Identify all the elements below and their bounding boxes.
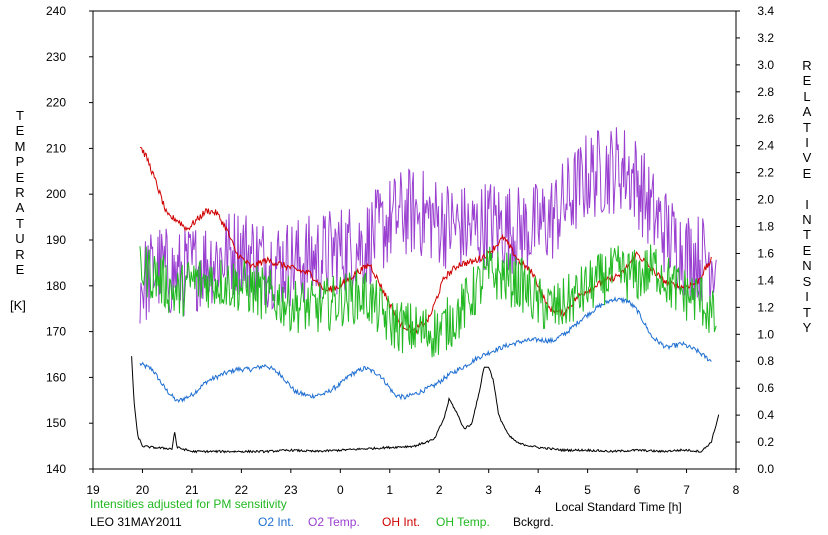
x-tick-label: 19 (86, 483, 100, 497)
series-line-o2-int (139, 296, 712, 404)
x-tick-label: 4 (535, 483, 542, 497)
x-tick-label: 22 (235, 483, 249, 497)
y-right-tick-label: 2.2 (757, 166, 774, 180)
y-left-tick-label: 240 (46, 4, 66, 18)
y-axis-left-unit: [K] (10, 298, 26, 313)
y-right-tick-label: 1.8 (757, 220, 774, 234)
y-right-tick-label: 1.2 (757, 300, 774, 314)
y-right-tick-label: 3.0 (757, 58, 774, 72)
y-left-tick-label: 200 (46, 187, 66, 201)
y-left-tick-label: 220 (46, 96, 66, 110)
y-right-tick-label: 0.6 (757, 381, 774, 395)
x-tick-label: 2 (436, 483, 443, 497)
y-right-tick-label: 1.0 (757, 327, 774, 341)
y-left-tick-label: 190 (46, 233, 66, 247)
x-tick-label: 6 (634, 483, 641, 497)
y-right-tick-label: 2.8 (757, 85, 774, 99)
y-right-tick-label: 2.0 (757, 193, 774, 207)
series-layer (131, 127, 720, 454)
y-left-tick-label: 150 (46, 416, 66, 430)
y-right-tick-label: 0.0 (757, 462, 774, 476)
x-tick-label: 23 (284, 483, 298, 497)
y-right-tick-label: 3.4 (757, 4, 774, 18)
x-tick-label: 5 (584, 483, 591, 497)
axes-layer: 19 20 21 22 23 0 1 2 3 4 5 6 7 8140150160170180190200… (46, 4, 774, 497)
y-right-tick-label: 0.2 (757, 435, 774, 449)
y-left-tick-label: 230 (46, 50, 66, 64)
x-axis-label: Local Standard Time [h] (555, 500, 682, 514)
y-right-tick-label: 1.4 (757, 273, 774, 287)
y-left-tick-label: 170 (46, 325, 66, 339)
y-right-tick-label: 0.4 (757, 408, 774, 422)
y-left-tick-label: 140 (46, 462, 66, 476)
x-tick-label: 0 (337, 483, 344, 497)
y-right-tick-label: 3.2 (757, 31, 774, 45)
y-right-tick-label: 2.4 (757, 139, 774, 153)
y-right-tick-label: 2.6 (757, 112, 774, 126)
y-right-tick-label: 0.8 (757, 354, 774, 368)
x-tick-label: 1 (386, 483, 393, 497)
series-line-oh-temp (139, 244, 717, 358)
x-tick-label: 21 (185, 483, 199, 497)
series-line-bckgrd (131, 356, 720, 454)
y-right-tick-label: 1.6 (757, 246, 774, 260)
y-left-tick-label: 180 (46, 279, 66, 293)
legend-o2-temp: O2 Temp. (308, 515, 360, 529)
x-tick-label: 8 (733, 483, 740, 497)
legend-oh-int: OH Int. (382, 515, 421, 529)
y-left-tick-label: 210 (46, 141, 66, 155)
legend-o2-int: O2 Int. (258, 515, 295, 529)
x-tick-label: 20 (136, 483, 150, 497)
legend-oh-temp: OH Temp. (436, 515, 490, 529)
legend-bckgrd: Bckgrd. (513, 515, 554, 529)
y-left-tick-label: 160 (46, 370, 66, 384)
station-date-label: LEO 31MAY2011 (90, 515, 182, 529)
adjustment-note: Intensities adjusted for PM sensitivity (90, 497, 287, 511)
x-tick-label: 7 (683, 483, 690, 497)
x-tick-label: 3 (485, 483, 492, 497)
